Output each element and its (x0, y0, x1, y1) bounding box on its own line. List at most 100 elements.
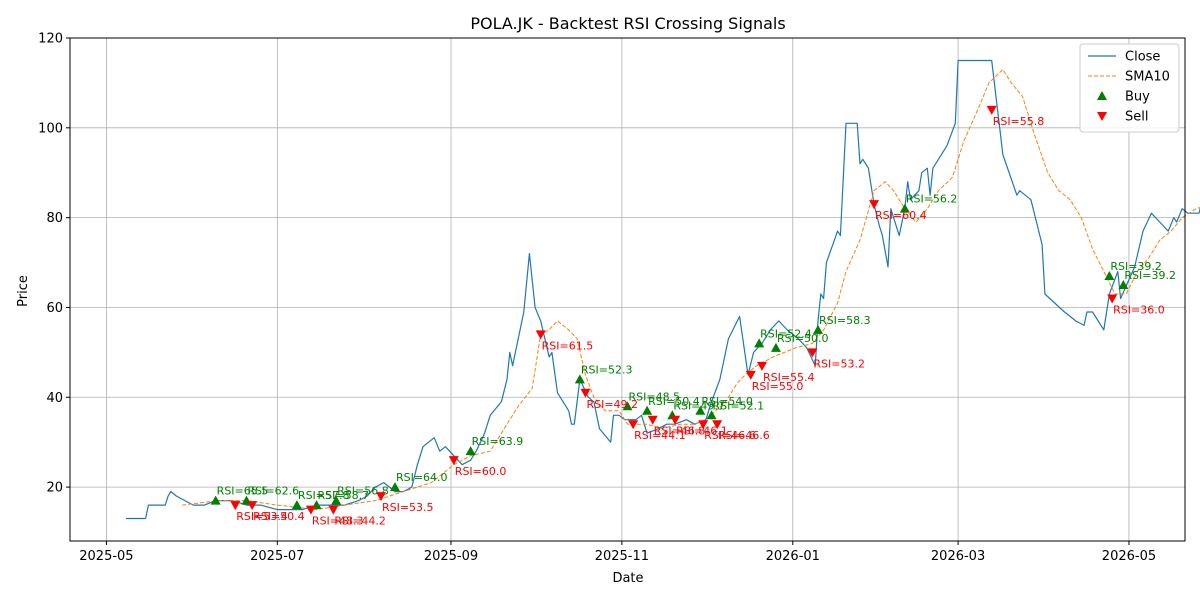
sell-annotation: RSI=53.2 (813, 357, 865, 370)
sell-marker (807, 348, 818, 358)
buy-annotation: RSI=65.5 (217, 485, 269, 498)
buy-marker (706, 410, 717, 420)
sell-annotation: RSI=46.8 (654, 425, 706, 438)
sell-annotation: RSI=44.1 (634, 429, 686, 442)
buy-marker (770, 342, 781, 352)
buy-annotation: RSI=39.2 (1124, 269, 1176, 282)
y-tick-label: 60 (46, 301, 63, 316)
buy-marker (813, 324, 824, 334)
buy-annotation: RSI=48.5 (629, 390, 681, 403)
buy-annotation: RSI=52.1 (713, 399, 765, 412)
x-axis-label: Date (612, 571, 643, 586)
buy-marker (899, 203, 910, 213)
sell-marker (535, 330, 546, 340)
sell-marker (647, 415, 658, 425)
y-axis-label: Price (16, 275, 31, 307)
buy-marker (622, 401, 633, 411)
buy-annotation: RSI=56.8 (337, 485, 389, 498)
sell-marker (670, 415, 681, 425)
buy-annotation: RSI=58.3 (819, 314, 871, 327)
legend: Close SMA10 Buy Sell (1079, 43, 1180, 133)
sell-annotation: RSI=55.0 (752, 380, 804, 393)
legend-buy-swatch (1097, 91, 1107, 100)
sell-marker (712, 420, 723, 430)
legend-close-label: Close (1125, 50, 1160, 65)
sell-annotation: RSI=60.0 (455, 465, 507, 478)
sell-marker (328, 505, 339, 515)
sell-annotation: RSI=55.8 (993, 115, 1045, 128)
series-layer (126, 59, 1200, 520)
sell-annotation: RSI=49.2 (586, 398, 638, 411)
buy-annotation: RSI=39.2 (1110, 260, 1162, 273)
buy-annotation: RSI=52.4 (760, 327, 812, 340)
x-tick-label: 2025-11 (595, 549, 649, 564)
y-tick-label: 40 (46, 391, 63, 406)
buy-annotation: RSI=49.7 (673, 399, 725, 412)
y-tick-label: 20 (46, 481, 63, 496)
sell-annotation: RSI=46.6 (718, 429, 770, 442)
buy-annotation: RSI=63.9 (472, 435, 524, 448)
sell-marker (247, 501, 258, 511)
sma-series-line (182, 68, 1200, 511)
chart-title: POLA.JK - Backtest RSI Crossing Signals (470, 14, 785, 33)
sell-annotation: RSI=61.5 (542, 339, 594, 352)
legend-sell-label: Sell (1125, 110, 1148, 125)
buy-annotation: RSI=50.4 (648, 395, 700, 408)
y-tick-label: 100 (38, 121, 63, 136)
sell-marker (1107, 294, 1118, 304)
plot-frame (69, 37, 1186, 542)
x-tick-label: 2026-01 (766, 549, 820, 564)
buy-marker (642, 405, 653, 415)
sell-annotation: RSI=53.5 (382, 501, 434, 514)
sell-marker (305, 505, 316, 515)
buy-annotation: RSI=54.0 (701, 395, 753, 408)
sell-annotation: RSI=48.3 (312, 515, 364, 528)
x-tick-label: 2026-03 (931, 549, 985, 564)
sell-annotation: RSI=44.2 (334, 515, 386, 528)
sell-annotation: RSI=46.1 (676, 425, 728, 438)
legend-sell-swatch (1097, 112, 1107, 121)
signal-markers: RSI=65.5RSI=62.6RSI=57.8RSI=58.7RSI=56.8… (210, 105, 1176, 528)
sell-marker (745, 370, 756, 380)
buy-annotation: RSI=52.3 (581, 363, 633, 376)
sell-annotation: RSI=60.4 (875, 209, 927, 222)
sell-marker (756, 361, 767, 371)
sell-marker (869, 200, 880, 210)
buy-marker (574, 374, 585, 384)
buy-annotation: RSI=56.2 (906, 193, 958, 206)
buy-annotation: RSI=62.6 (247, 485, 299, 498)
sell-marker (698, 420, 709, 430)
buy-marker (695, 405, 706, 415)
y-tick-label: 80 (46, 211, 63, 226)
y-tick-label: 120 (38, 32, 63, 47)
sell-marker (375, 492, 386, 502)
legend-buy-label: Buy (1125, 90, 1150, 105)
legend-box (1079, 43, 1180, 133)
buy-marker (1104, 271, 1115, 281)
y-axis-ticks: 20 40 60 80 100 120 (38, 32, 70, 496)
buy-annotation: RSI=64.0 (396, 471, 448, 484)
buy-annotation: RSI=58.7 (318, 489, 370, 502)
x-tick-label: 2025-05 (79, 549, 133, 564)
buy-marker (331, 495, 342, 505)
sell-annotation: RSI=53.4 (236, 510, 288, 523)
legend-sma-label: SMA10 (1125, 70, 1170, 85)
x-tick-label: 2025-09 (424, 549, 478, 564)
buy-marker (754, 338, 765, 348)
x-axis-ticks: 2025-05 2025-07 2025-09 2025-11 2026-01 2026-… (79, 541, 1156, 564)
x-tick-label: 2025-07 (250, 549, 304, 564)
sell-marker (580, 388, 591, 398)
buy-marker (465, 446, 476, 456)
x-tick-label: 2026-05 (1102, 549, 1156, 564)
buy-annotation: RSI=50.0 (777, 332, 829, 345)
buy-marker (389, 482, 400, 492)
sell-marker (986, 105, 997, 115)
sell-annotation: RSI=36.0 (1113, 303, 1165, 316)
sell-marker (628, 420, 639, 430)
sell-annotation: RSI=50.4 (253, 510, 305, 523)
sell-marker (448, 456, 459, 466)
buy-marker (1118, 280, 1129, 290)
